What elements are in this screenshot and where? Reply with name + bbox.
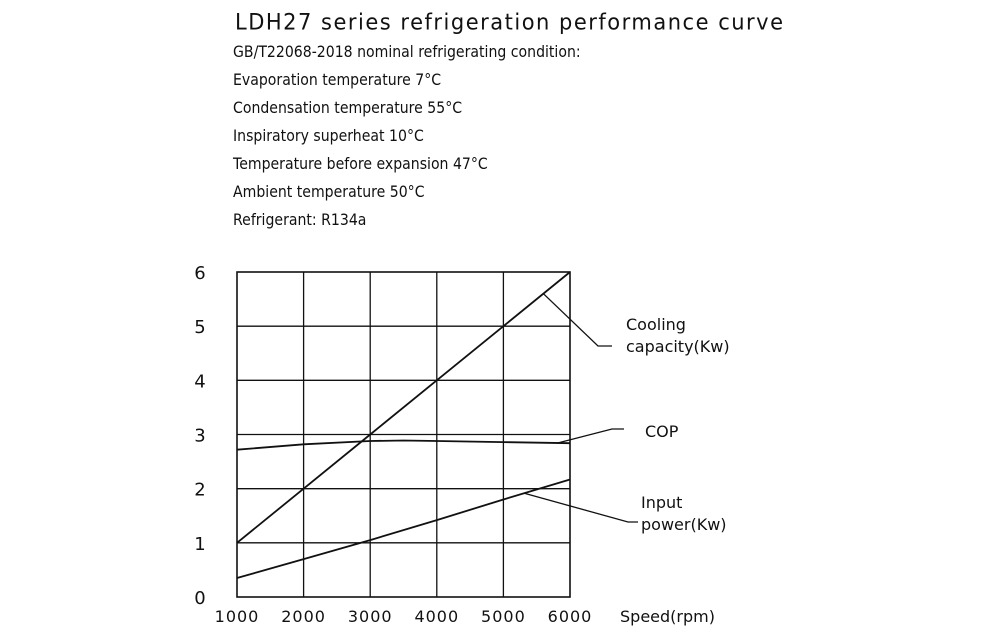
y-tick-label: 6 [194,263,205,284]
y-tick-label: 1 [194,534,205,555]
cooling-capacity-line [236,271,571,544]
input-power-label: power(Kw) [641,515,727,534]
input-power-leader [523,492,638,523]
y-tick-label: 5 [194,317,205,338]
x-tick-label: 1000 [215,607,260,626]
condition-standard: GB/T22068-2018 nominal refrigerating con… [233,42,581,61]
condition-expansion: Temperature before expansion 47°C [233,154,488,173]
cooling-capacity-label: Cooling [626,315,686,334]
x-tick-label: 4000 [414,607,459,626]
input-power-label: Input [641,493,682,512]
condition-evaporation: Evaporation temperature 7°C [233,70,442,89]
x-tick-label: 3000 [348,607,393,626]
y-tick-label: 2 [194,480,205,501]
chart-title: LDH27 series refrigeration performance c… [235,9,785,35]
cooling-capacity-label: capacity(Kw) [626,337,730,356]
input-power-line [236,478,571,579]
condition-ambient: Ambient temperature 50°C [233,182,425,201]
condition-condensation: Condensation temperature 55°C [233,98,463,117]
condition-superheat: Inspiratory superheat 10°C [233,126,424,145]
x-tick-label: 2000 [281,607,326,626]
x-tick-label: 6000 [548,607,593,626]
y-tick-label: 4 [194,371,205,392]
x-axis-label: Speed(rpm) [620,607,715,626]
y-tick-label: 3 [194,426,205,447]
cooling-capacity-leader [542,293,612,347]
cop-line [236,439,571,451]
cop-label: COP [645,422,679,441]
condition-refrigerant: Refrigerant: R134a [233,210,367,229]
cop-leader [556,428,624,444]
chart-header: LDH27 series refrigeration performance c… [233,9,785,234]
y-tick-label: 0 [194,588,205,609]
x-tick-label: 5000 [481,607,526,626]
